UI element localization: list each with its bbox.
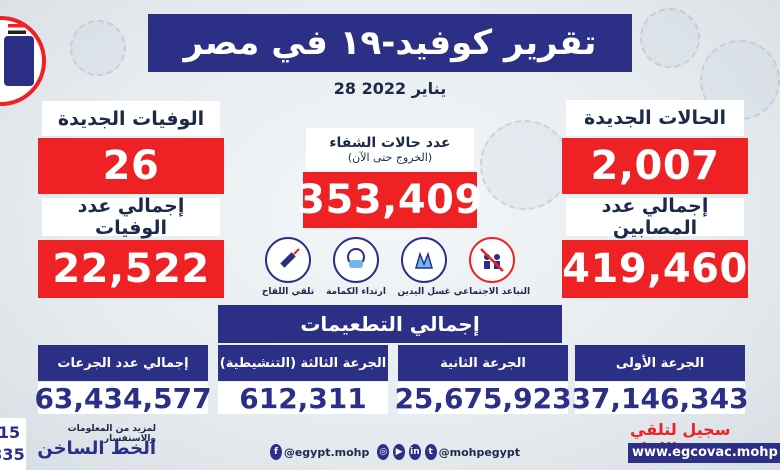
linkedin-icon[interactable]: in (408, 444, 421, 460)
facebook-handle[interactable]: @egypt.mohp (283, 445, 370, 459)
facebook-icon[interactable]: f (270, 444, 282, 460)
dose-third-value: 612,311 (218, 382, 388, 415)
virus-decoration-icon (70, 20, 126, 76)
recovered-value: 353,409 (297, 172, 482, 228)
precaution-mask: ارتداء الكمامة (322, 232, 390, 302)
hotline-number-box: 15 335 (0, 418, 26, 470)
hotline-block: 15 335 لمزيد من المعلومات والاستفسار الخ… (0, 418, 160, 470)
hotline-info-label: لمزيد من المعلومات والاستفسار (67, 424, 156, 444)
vaccinations-header: إجمالي التطعيمات (218, 305, 562, 343)
precaution-vaccine: تلقي اللقاح (254, 232, 322, 302)
instagram-icon[interactable]: ◎ (377, 444, 390, 460)
twitter-icon[interactable]: t (424, 444, 437, 460)
recovered-label: عدد حالات الشفاء (329, 134, 451, 151)
vaccine-icon (265, 237, 311, 283)
hand-washing-icon (401, 237, 447, 283)
total-deaths-value: 22,522 (38, 240, 224, 298)
new-deaths-value: 26 (38, 138, 224, 194)
dose-second-label: الجرعة الثانية (398, 345, 568, 381)
total-cases-label: إجمالي عدد المصابين (566, 195, 744, 239)
total-cases-value: 419,460 (562, 240, 748, 298)
youtube-icon[interactable]: ▶ (393, 444, 405, 460)
twitter-handle[interactable]: @mohpegypt (438, 445, 520, 459)
virus-decoration-icon (480, 120, 570, 210)
vaccine-caption: تلقي اللقاح (261, 287, 315, 297)
report-date: 28 يناير 2022 (333, 78, 447, 98)
register-website[interactable]: www.egcovac.mohp (628, 443, 780, 463)
dose-second-value: 25,675,923 (394, 381, 572, 415)
social-bar: f @egypt.mohp ◎ ▶ in t @mohpegypt (268, 441, 520, 463)
recovered-label-box: عدد حالات الشفاء (الخروج حتى الآن) (306, 128, 474, 170)
precaution-hand-washing: غسل اليدين (390, 232, 458, 302)
hotline-label: الخط الساخن (37, 438, 156, 459)
dose-third-label: الجرعة الثالثة (التنشيطية) (218, 345, 388, 381)
social-distancing-caption: التباعد الاجتماعي (453, 287, 531, 297)
total-deaths-label: إجمالي عدد الوفيات (42, 195, 220, 239)
virus-decoration-icon (640, 8, 700, 68)
new-cases-label: الحالات الجديدة (566, 100, 744, 136)
mask-caption: ارتداء الكمامة (326, 287, 386, 297)
precaution-social-distancing: التباعد الاجتماعي (454, 232, 530, 302)
dose-total-label: إجمالي عدد الجرعات (38, 345, 208, 381)
hand-washing-caption: غسل اليدين (397, 287, 451, 297)
social-distancing-icon (469, 237, 515, 283)
recovered-sublabel: (الخروج حتى الآن) (347, 150, 433, 164)
hotline-digits-top: 15 (0, 423, 21, 442)
dose-first-label: الجرعة الأولى (575, 345, 745, 381)
ministry-logo (0, 16, 46, 106)
mask-icon (333, 237, 379, 283)
new-cases-value: 2,007 (562, 138, 748, 194)
new-deaths-label: الوفيات الجديدة (42, 101, 220, 136)
precautions-row: تلقي اللقاح ارتداء الكمامة غسل اليدين ال… (254, 232, 530, 302)
page-title: تقرير كوفيد-١٩ في مصر (148, 14, 632, 72)
hotline-digits-bottom: 335 (0, 445, 25, 464)
dose-first-value: 37,146,343 (571, 381, 749, 415)
dose-total-value: 63,434,577 (34, 381, 212, 415)
